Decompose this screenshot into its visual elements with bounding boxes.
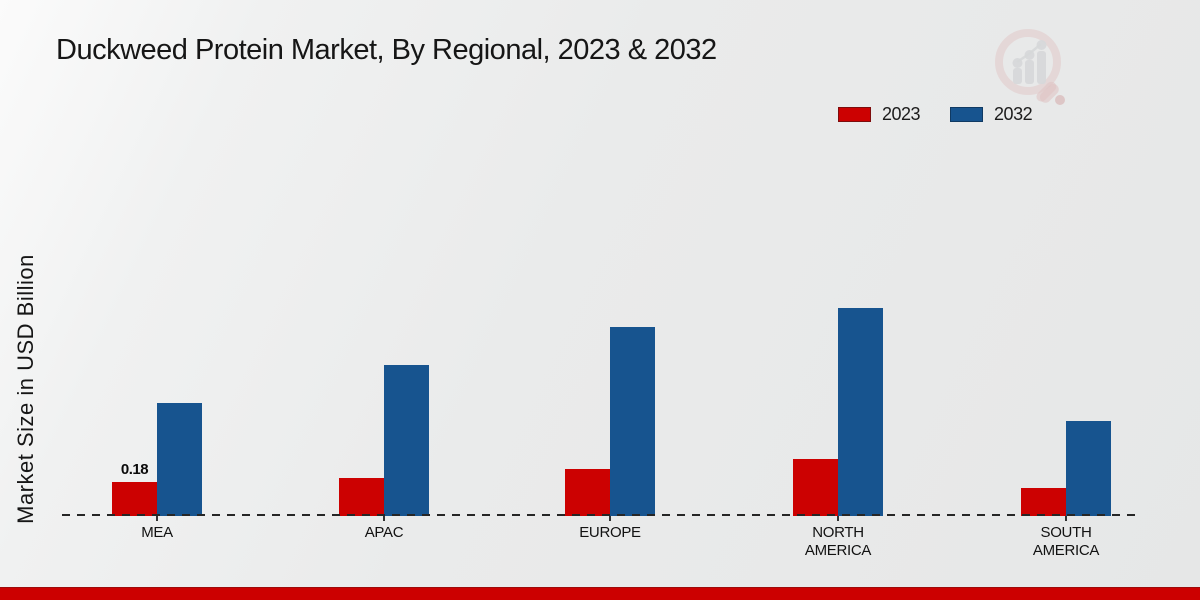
bar-2023-north-america [793, 459, 838, 516]
x-label-mea: MEA [141, 524, 173, 541]
legend-item-2023: 2023 [838, 104, 921, 125]
bar-2023-south-america [1021, 488, 1066, 516]
x-axis-baseline [62, 514, 1140, 516]
legend-swatch-2023-icon [838, 107, 871, 122]
footer-accent-band [0, 587, 1200, 600]
legend-item-2032: 2032 [950, 104, 1033, 125]
x-tick-north-america [837, 516, 839, 521]
bar-2032-mea [157, 403, 202, 516]
x-tick-apac [383, 516, 385, 521]
legend-swatch-2032-icon [950, 107, 984, 122]
legend-label-2032: 2032 [994, 104, 1033, 124]
bar-value-label-2023-mea: 0.18 [120, 461, 149, 478]
bar-2032-europe [610, 327, 655, 516]
bar-2032-north-america [838, 308, 883, 516]
chart-title: Duckweed Protein Market, By Regional, 20… [56, 34, 717, 66]
bar-2023-mea [112, 482, 157, 516]
legend: 2023 2032 [838, 104, 1033, 125]
x-label-apac: APAC [364, 524, 404, 541]
bar-2023-europe [565, 469, 610, 516]
x-tick-europe [609, 516, 611, 521]
y-axis-label: Market Size in USD Billion [13, 254, 38, 524]
x-tick-south-america [1065, 516, 1067, 521]
bar-2032-apac [384, 365, 429, 516]
x-label-europe: EUROPE [579, 524, 641, 541]
magnifier-bar-chart-logo-icon [995, 29, 1065, 105]
x-label-north-america: NORTH AMERICA [804, 524, 872, 559]
x-label-south-america: SOUTH AMERICA [1032, 524, 1100, 559]
legend-label-2023: 2023 [882, 104, 921, 124]
bar-2023-apac [339, 478, 384, 516]
x-tick-mea [156, 516, 158, 521]
bar-2032-south-america [1066, 421, 1111, 516]
